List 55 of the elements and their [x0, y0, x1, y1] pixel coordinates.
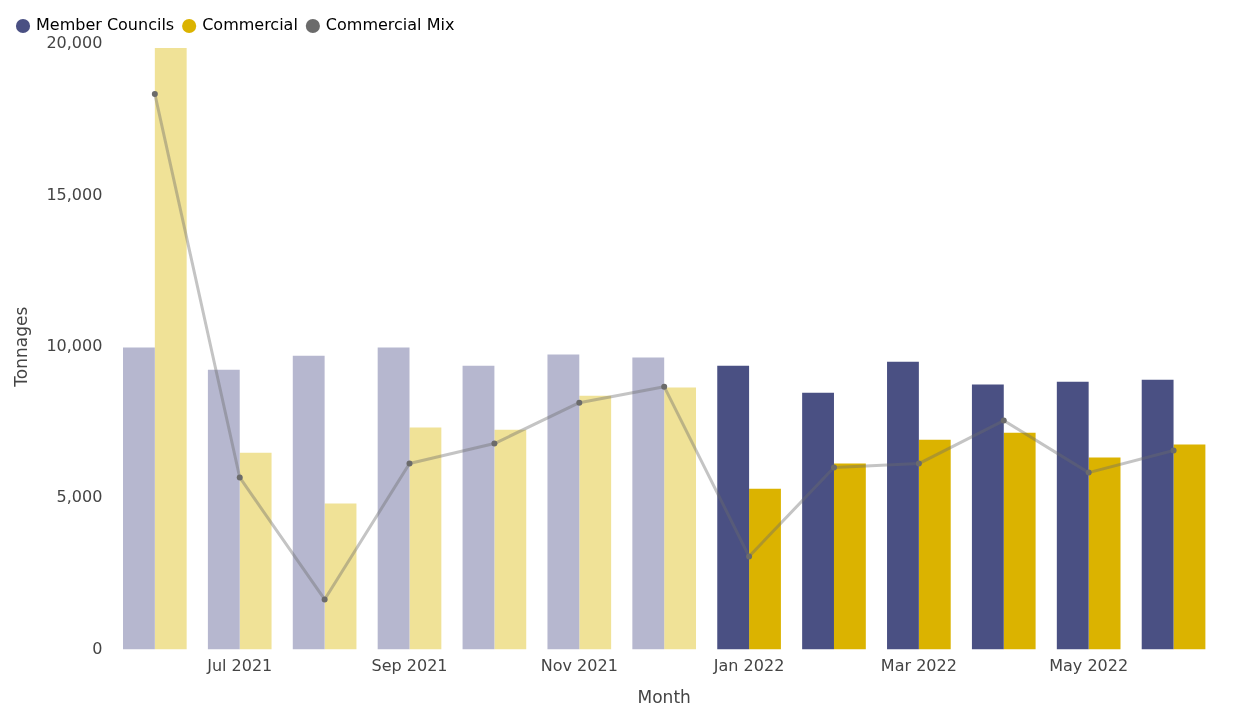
x-tick-label: Sep 2021 — [371, 656, 448, 676]
bar — [292, 355, 325, 650]
bar — [462, 365, 495, 650]
legend-label: Member Councils — [36, 15, 175, 35]
x-tick-label: Jul 2021 — [206, 656, 273, 676]
bar — [887, 361, 919, 650]
bar — [664, 387, 697, 650]
bar — [494, 429, 527, 650]
bar — [802, 392, 834, 650]
y-tick-label: 15,000 — [46, 184, 103, 204]
bar — [207, 369, 240, 650]
point — [321, 596, 328, 603]
x-tick-label: Mar 2022 — [880, 656, 957, 676]
bar — [918, 439, 951, 650]
point — [1085, 469, 1092, 476]
x-tick-label: Nov 2021 — [540, 656, 618, 676]
y-tick-label: 0 — [92, 638, 103, 658]
bar — [632, 357, 665, 650]
y-axis-title: Tonnages — [10, 306, 31, 388]
point — [746, 553, 753, 560]
point — [1000, 417, 1007, 424]
bar — [123, 347, 155, 650]
point — [491, 440, 498, 447]
bar — [1088, 457, 1121, 650]
legend-label: Commercial — [202, 15, 298, 35]
point — [236, 474, 243, 481]
point — [661, 383, 668, 390]
point — [1170, 447, 1177, 454]
point — [830, 464, 837, 471]
bar — [1003, 432, 1036, 650]
bar — [324, 503, 357, 650]
y-tick-label: 5,000 — [56, 487, 103, 507]
y-tick-label: 10,000 — [46, 335, 103, 355]
bar — [154, 47, 187, 650]
bar — [1173, 444, 1206, 650]
bar — [579, 395, 612, 650]
x-tick-label: May 2022 — [1049, 656, 1129, 676]
point — [915, 460, 922, 467]
bar — [749, 488, 781, 650]
bar — [239, 452, 272, 650]
point — [151, 90, 158, 97]
point — [406, 460, 413, 467]
y-tick-label: 20,000 — [46, 33, 103, 53]
bar — [971, 384, 1004, 650]
bar — [1056, 381, 1089, 650]
x-tick-label: Jan 2022 — [712, 656, 785, 676]
legend-label: Commercial Mix — [325, 15, 455, 35]
x-axis-title: Month — [637, 687, 691, 708]
point — [576, 399, 583, 406]
bar — [547, 354, 580, 650]
bar — [1141, 379, 1174, 650]
bar — [717, 365, 750, 650]
bar — [377, 347, 410, 650]
bar — [409, 427, 442, 650]
bar — [833, 463, 866, 650]
